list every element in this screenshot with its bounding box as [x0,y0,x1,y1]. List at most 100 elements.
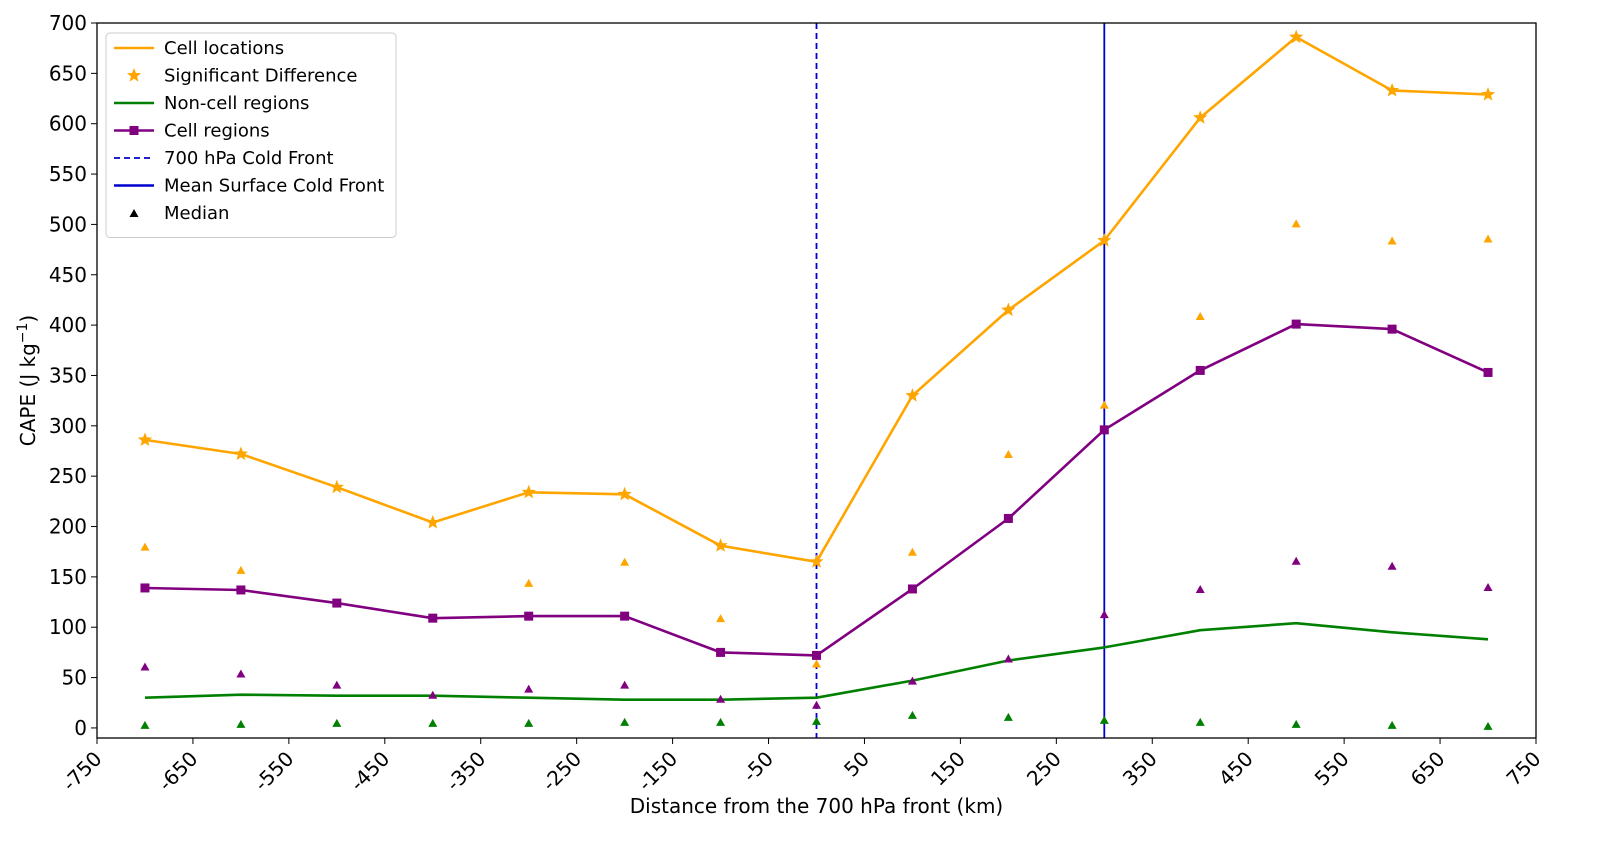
cell-regions-median-marker [1003,654,1013,663]
non-cell-regions-median-marker [428,718,438,727]
y-tick-label: 50 [62,666,87,690]
x-tick-label: 350 [1118,747,1162,791]
cell-locations-median-marker [907,547,917,556]
y-tick-label: 350 [49,363,87,387]
cell-regions-point [332,598,342,608]
non-cell-regions-median-marker [1291,719,1301,728]
legend-front-700-label: 700 hPa Cold Front [164,148,334,169]
cell-regions-median-marker [428,690,438,699]
y-tick-label: 700 [49,11,87,35]
non-cell-regions-median-marker [524,718,534,727]
cell-regions-median-marker [236,669,246,678]
y-axis-label-main: CAPE (J kg [16,343,40,446]
non-cell-regions-median-marker [620,717,630,726]
cell-locations-median-marker [1195,312,1205,321]
cell-locations-point [1097,233,1112,247]
cell-locations-median-marker [524,578,534,587]
cell-locations-point [1289,29,1304,44]
non-cell-regions-median-marker [716,717,726,726]
cell-locations-median-marker [716,614,726,623]
cell-regions-point [1195,365,1205,375]
legend-cell-regions-marker [129,126,139,135]
non-cell-regions-median-marker [1099,715,1109,724]
y-tick-label: 300 [49,414,87,438]
cell-regions-point [1387,324,1397,334]
cell-regions-median-marker [332,680,342,689]
non-cell-regions-median-marker [236,719,246,728]
x-tick-label: -250 [537,747,586,796]
cell-locations-point [233,446,248,461]
cell-locations-point [329,479,344,494]
cell-regions-median-marker [524,684,534,693]
x-tick-label: -150 [633,747,682,796]
cell-regions-point [1291,319,1301,329]
cell-locations-point [521,484,536,499]
y-tick-label: 150 [49,565,87,589]
legend-cell-locations-label: Cell locations [164,38,284,59]
x-tick-label: 50 [839,747,874,782]
plot-content [137,23,1496,738]
y-axis-label-exponent: −1 [15,323,31,344]
cell-locations-median-marker [140,542,150,551]
cell-regions-point [716,647,726,657]
y-tick-label: 550 [49,162,87,186]
cell-locations-point [425,515,440,529]
legend: Cell locations Significant Difference Non-… [105,32,397,238]
y-tick-label: 450 [49,263,87,287]
y-tick-label: 250 [49,464,87,488]
cell-regions-median-marker [140,662,150,671]
y-tick-label: 100 [49,615,87,639]
cell-locations-median-marker [1483,234,1493,243]
cell-locations-point [1480,87,1496,101]
non-cell-regions-median-marker [907,710,917,719]
cell-locations-point [617,486,632,501]
cell-regions-median-marker [1099,610,1109,619]
cell-locations-median-marker [1003,450,1013,459]
cell-locations-median-marker [620,557,630,566]
cell-locations-median-marker [1099,400,1109,409]
y-axis: 0 50 100 150 200 250 300 350 400 450 500 550 600 650 7… [49,11,97,740]
cell-regions-point [236,585,246,595]
x-tick-label: 450 [1214,747,1258,791]
y-tick-label: 500 [49,212,87,236]
x-axis: -750 -650 -550 -450 -350 -250 -150 -50 50 150 250 3… [57,738,1546,796]
cell-regions-median-marker [907,676,917,685]
non-cell-regions-median-marker [812,716,821,725]
x-tick-label: 650 [1406,747,1450,791]
cell-regions-median-marker [1195,584,1205,593]
plot-frame [96,22,1537,739]
cell-regions-point [1003,513,1013,523]
x-axis-label: Distance from the 700 hPa front (km) [630,794,1003,818]
non-cell-regions-median-marker [140,720,150,729]
cell-locations-point [905,388,920,402]
legend-front-surface-label: Mean Surface Cold Front [164,176,384,197]
cell-locations-median-marker [1387,236,1397,245]
y-axis-label: CAPE (J kg−1) [15,315,40,447]
cell-regions-median-marker [1291,556,1301,565]
y-tick-label: 200 [49,515,87,539]
x-tick-label: 250 [1022,747,1066,791]
cell-regions-point [140,583,150,593]
cell-regions-median-marker [620,680,630,689]
legend-box [105,32,397,238]
cell-locations-median-marker [236,565,246,574]
cell-locations-point [1001,302,1016,317]
cell-locations-median-marker [1291,219,1301,228]
x-tick-label: -450 [345,747,394,796]
y-tick-label: 650 [49,61,87,85]
legend-cell-regions-label: Cell regions [164,121,270,142]
cell-locations-point [1193,110,1208,124]
y-tick-label: 400 [49,313,87,337]
non-cell-regions-line [144,621,1489,702]
x-tick-label: 550 [1310,747,1354,791]
y-tick-label: 600 [49,112,87,136]
non-cell-regions-median-marker [1387,720,1397,729]
non-cell-regions-median-marker [1195,717,1205,726]
y-tick-label: 0 [74,716,87,740]
cell-locations-point [1385,83,1400,97]
cell-locations-point [713,538,728,552]
x-tick-label: 150 [926,747,970,791]
cell-locations-median-marker [812,659,821,668]
cell-regions-median-marker [716,694,726,703]
